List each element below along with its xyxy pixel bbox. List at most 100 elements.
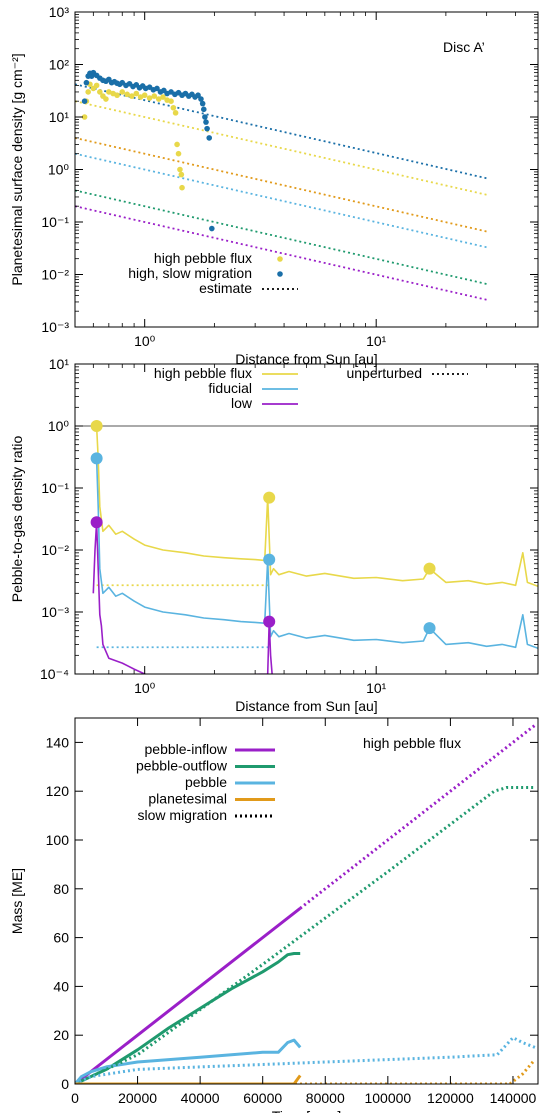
data-point-high-pebble-flux xyxy=(172,110,179,116)
peak-marker xyxy=(263,491,276,504)
legend-label: fiducial xyxy=(208,380,252,396)
data-point-high-pebble-flux xyxy=(119,89,126,95)
chart-panel-0: 10⁰ 10¹ 10⁻³ 10⁻² 10⁻¹ 10⁰ 10¹ 10² 10³ Distance f… xyxy=(9,4,539,367)
plot-frame xyxy=(74,363,539,675)
data-point-high-pebble-flux xyxy=(178,171,185,178)
plot-area xyxy=(75,420,538,674)
annotation: Disc A’ xyxy=(443,39,485,55)
series-line-low xyxy=(92,521,273,674)
data-point-high-pebble-flux xyxy=(124,91,130,98)
series-line-high-pebble-flux xyxy=(95,425,538,588)
legend-label: low xyxy=(231,395,253,411)
y-tick-label: 10⁻⁴ xyxy=(40,666,69,682)
y-tick-label: 100 xyxy=(46,832,70,848)
peak-marker xyxy=(90,516,103,529)
y-tick-label: 10² xyxy=(49,57,70,73)
y-tick-label: 40 xyxy=(53,978,69,994)
data-point-high-slow-migration xyxy=(154,85,160,92)
plot-area xyxy=(75,69,487,301)
x-tick-label: 140000 xyxy=(490,1090,537,1106)
data-point-high-slow-migration xyxy=(83,79,90,86)
series-line-planetesimal-slow-migration xyxy=(75,1058,537,1084)
y-tick-label: 10⁻³ xyxy=(41,604,69,620)
x-tick-label: 10⁰ xyxy=(134,680,156,696)
x-tick-label: 120000 xyxy=(427,1090,474,1106)
data-point-high-slow-migration xyxy=(198,96,204,102)
data-point-high-pebble-flux xyxy=(146,95,153,101)
estimate-line xyxy=(75,83,487,180)
x-axis-label: Distance from Sun [au] xyxy=(235,351,377,367)
y-tick-label: 10⁰ xyxy=(48,418,70,434)
series-line-pebble-inflow-slow-migration xyxy=(299,724,536,910)
legend-label: estimate xyxy=(199,280,252,296)
x-axis-label: Distance from Sun [au] xyxy=(235,698,377,714)
peak-marker xyxy=(263,553,276,566)
y-axis-label: Mass [ME] xyxy=(9,868,25,934)
legend-label: planetesimal xyxy=(148,791,227,807)
annotation: high pebble flux xyxy=(363,735,461,751)
series-line-pebble-outflow xyxy=(75,952,301,1084)
y-tick-label: 80 xyxy=(53,881,69,897)
y-tick-label: 10⁻² xyxy=(41,267,69,283)
data-point-high-pebble-flux xyxy=(175,150,182,157)
peak-marker xyxy=(423,562,436,575)
legend-label: pebble xyxy=(185,774,227,790)
x-tick-label: 10⁰ xyxy=(134,333,156,349)
data-point-high-pebble-flux xyxy=(179,184,185,191)
data-point-high-pebble-flux xyxy=(151,93,158,99)
data-point-high-pebble-flux xyxy=(174,141,180,148)
data-point-high-pebble-flux xyxy=(97,89,103,95)
data-point-high-slow-migration xyxy=(200,106,207,113)
peak-marker xyxy=(90,420,103,432)
data-point-high-slow-migration xyxy=(202,114,208,120)
data-point-high-slow-migration xyxy=(81,98,88,104)
y-tick-label: 10⁻³ xyxy=(41,319,69,335)
y-tick-label: 120 xyxy=(46,783,70,799)
legend-label: unperturbed xyxy=(346,365,422,381)
data-point-high-slow-migration xyxy=(203,119,209,125)
data-point-high-pebble-flux xyxy=(81,114,88,120)
data-point-high-pebble-flux xyxy=(129,93,135,99)
legend-label: slow migration xyxy=(138,807,227,823)
legend-label: high pebble flux xyxy=(154,250,252,266)
legend-label: pebble-inflow xyxy=(145,741,228,757)
estimate-line xyxy=(75,100,487,196)
data-point-high-slow-migration xyxy=(195,92,201,99)
y-tick-label: 10⁻² xyxy=(41,542,69,558)
data-point-high-pebble-flux xyxy=(170,104,177,111)
x-tick-label: 10¹ xyxy=(366,680,387,696)
data-point-high-pebble-flux xyxy=(141,92,148,99)
y-axis-label: Pebble-to-gas density ratio xyxy=(9,436,25,603)
data-point-high-slow-migration xyxy=(199,100,206,107)
estimate-line xyxy=(75,137,487,233)
data-point-high-pebble-flux xyxy=(106,89,112,95)
legend-swatch xyxy=(277,271,283,277)
plot-frame xyxy=(74,11,539,328)
y-tick-label: 0 xyxy=(61,1076,69,1092)
legend-label: high, slow migration xyxy=(128,265,252,281)
series-line-planetesimal xyxy=(75,1074,302,1084)
x-tick-label: 80000 xyxy=(306,1090,345,1106)
x-tick-label: 60000 xyxy=(243,1090,282,1106)
series-line-pebble xyxy=(75,1038,302,1084)
data-point-high-slow-migration xyxy=(206,135,213,141)
data-point-high-pebble-flux xyxy=(85,89,91,95)
y-tick-label: 20 xyxy=(53,1027,69,1043)
y-tick-label: 140 xyxy=(46,734,70,750)
data-point-high-pebble-flux xyxy=(114,92,120,99)
peak-marker xyxy=(263,615,276,628)
data-point-high-pebble-flux xyxy=(168,98,174,104)
data-point-high-slow-migration xyxy=(204,125,210,132)
x-tick-label: 10¹ xyxy=(366,333,387,349)
chart-panel-1: 10⁰ 10¹ 10⁻⁴ 10⁻³ 10⁻² 10⁻¹ 10⁰ 10¹ Distance fro… xyxy=(9,356,539,714)
series-line-pebble-slow-migration xyxy=(75,1036,536,1084)
y-tick-label: 10⁻¹ xyxy=(41,214,69,230)
y-tick-label: 10⁻¹ xyxy=(41,480,69,496)
x-axis-label: Time [year] xyxy=(272,1108,342,1113)
data-point-high-pebble-flux xyxy=(155,96,162,102)
data-point-high-pebble-flux xyxy=(93,82,100,89)
estimate-line xyxy=(75,152,487,249)
estimate-line xyxy=(75,205,487,301)
series-line-fiducial xyxy=(95,458,538,650)
data-point-high-pebble-flux xyxy=(133,90,140,97)
